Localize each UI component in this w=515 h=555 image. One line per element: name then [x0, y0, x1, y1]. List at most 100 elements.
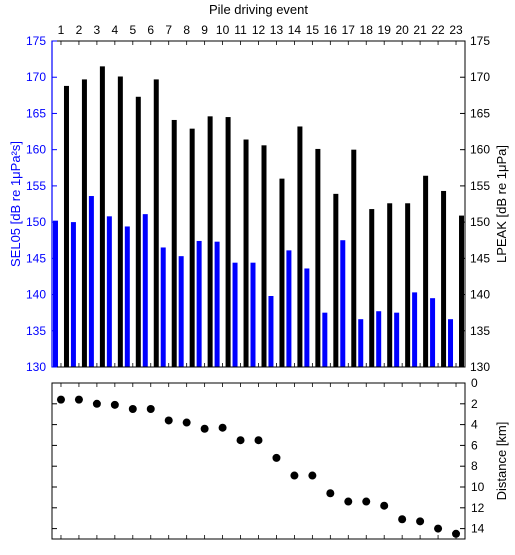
distance-point-12	[254, 436, 263, 445]
bar-lpeak-4	[117, 76, 123, 367]
distance-point-18	[362, 497, 371, 506]
left-y-tick-label: 165	[26, 106, 46, 120]
bar-sel05-5	[124, 226, 130, 367]
distance-scatter-chart: 0 2 4 6 8 10 12 14 Distance [km]	[51, 376, 509, 540]
x-tick-label: 3	[94, 23, 101, 37]
bar-sel05-23	[448, 319, 454, 367]
bar-sel05-22	[430, 298, 436, 367]
distance-y-tick-label: 12	[471, 501, 485, 515]
bar-sel05-4	[106, 216, 112, 367]
distance-point-3	[92, 399, 101, 408]
bar-sel05-11	[232, 262, 238, 367]
bar-lpeak-20	[405, 203, 411, 367]
left-y-tick-label: 175	[26, 34, 46, 48]
x-tick-label: 12	[252, 23, 266, 37]
left-y-tick-label: 145	[26, 251, 46, 265]
distance-point-20	[398, 515, 407, 524]
bar-lpeak-7	[171, 119, 177, 368]
right-y-tick-label: 145	[470, 251, 490, 265]
left-y-tick-label: 140	[26, 288, 46, 302]
distance-point-19	[380, 501, 389, 510]
distance-y-tick-label: 0	[471, 376, 478, 390]
distance-y-axis-title: Distance [km]	[494, 422, 509, 501]
x-tick-label: 10	[216, 23, 230, 37]
bar-sel05-16	[322, 312, 328, 367]
x-tick-label: 19	[378, 23, 392, 37]
distance-point-21	[416, 517, 425, 526]
right-y-axis-title: LPEAK [dB re 1μPa]	[494, 145, 509, 263]
x-tick-label: 16	[324, 23, 338, 37]
bar-lpeak-8	[189, 128, 195, 367]
distance-point-23	[452, 529, 461, 538]
x-tick-label: 21	[413, 23, 427, 37]
distance-point-8	[182, 418, 191, 427]
bar-sel05-3	[88, 196, 94, 367]
distance-point-11	[236, 436, 245, 445]
right-y-tick-label: 165	[470, 106, 490, 120]
right-y-tick-label: 130	[470, 360, 490, 374]
bar-sel05-2	[70, 222, 76, 367]
right-y-tick-label: 160	[470, 143, 490, 157]
bar-lpeak-3	[99, 66, 105, 368]
bar-sel05-1	[52, 220, 58, 367]
x-tick-label: 8	[183, 23, 190, 37]
distance-point-14	[290, 471, 299, 480]
bar-lpeak-2	[81, 79, 87, 368]
distance-y-tick-label: 8	[471, 459, 478, 473]
distance-point-16	[326, 489, 335, 498]
left-y-tick-label: 155	[26, 179, 46, 193]
right-y-tick-label: 170	[470, 70, 490, 84]
distance-point-4	[110, 400, 119, 409]
distance-point-1	[56, 395, 65, 404]
bar-sel05-15	[304, 268, 310, 367]
distance-point-5	[128, 405, 137, 413]
bar-lpeak-9	[207, 116, 213, 367]
distance-y-tick-label: 10	[471, 480, 485, 494]
bar-sel05-9	[196, 240, 202, 367]
bar-sel05-6	[142, 214, 148, 367]
bar-sel05-10	[214, 241, 220, 367]
x-tick-label: 11	[234, 23, 247, 37]
distance-point-13	[272, 453, 281, 462]
left-y-tick-label: 170	[26, 70, 46, 84]
distance-point-6	[146, 405, 155, 413]
left-y-tick-label: 135	[26, 324, 46, 338]
distance-y-tick-label: 4	[471, 418, 478, 432]
x-tick-label: 13	[270, 23, 284, 37]
bar-sel05-12	[250, 262, 256, 367]
bar-sel05-13	[268, 296, 274, 367]
bar-sel05-20	[394, 312, 400, 367]
sound-level-bar-chart: 1 2 3 4 5 6 7 8 9 10 11 12 13 14 15 16 17 18 19 20 21 22 23130…	[8, 2, 509, 374]
bar-sel05-8	[178, 256, 184, 367]
x-tick-label: 23	[449, 23, 463, 37]
right-y-tick-label: 175	[470, 34, 490, 48]
bar-lpeak-21	[423, 175, 429, 367]
bar-sel05-21	[412, 292, 418, 367]
x-tick-label: 4	[112, 23, 119, 37]
right-y-tick-label: 150	[470, 215, 490, 229]
x-tick-label: 14	[288, 23, 302, 37]
x-tick-label: 6	[147, 23, 154, 37]
x-tick-label: 7	[165, 23, 172, 37]
distance-y-tick-label: 2	[471, 397, 478, 411]
right-y-tick-label: 140	[470, 288, 490, 302]
x-tick-label: 1	[58, 23, 65, 37]
bar-sel05-7	[160, 247, 166, 367]
x-tick-label: 22	[431, 23, 445, 37]
distance-y-tick-label: 6	[471, 438, 478, 452]
distance-point-9	[200, 424, 209, 433]
right-y-tick-label: 135	[470, 324, 490, 338]
x-tick-label: 15	[306, 23, 320, 37]
distance-point-15	[308, 471, 317, 480]
left-y-tick-label: 130	[26, 360, 46, 374]
bar-lpeak-18	[369, 209, 375, 367]
left-y-tick-label: 150	[26, 215, 46, 229]
x-tick-label: 9	[201, 23, 208, 37]
x-tick-label: 5	[129, 23, 136, 37]
distance-point-22	[434, 524, 443, 533]
bar-lpeak-13	[279, 178, 285, 367]
distance-point-10	[218, 423, 227, 432]
distance-point-7	[164, 416, 173, 425]
